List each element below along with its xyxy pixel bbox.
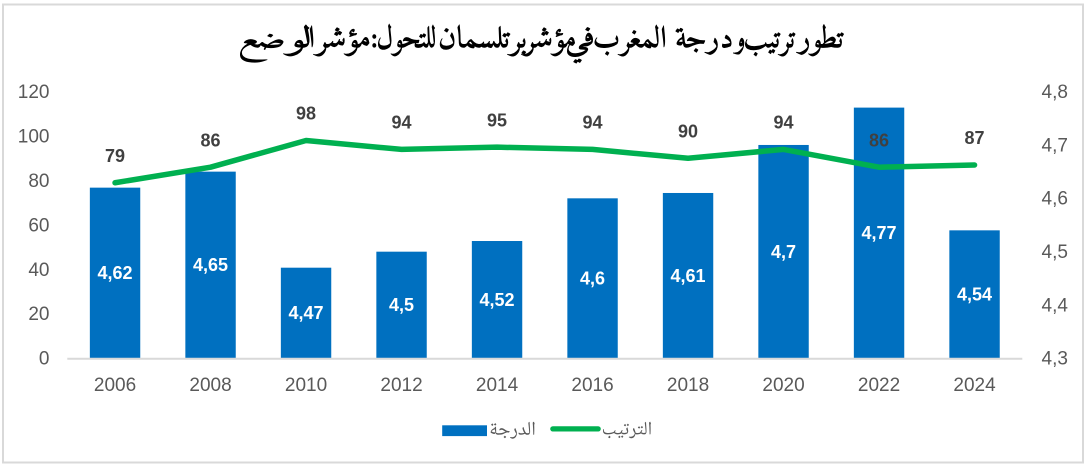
- svg-text:4,3: 4,3: [1042, 349, 1068, 370]
- svg-text:4,5: 4,5: [1042, 242, 1068, 263]
- svg-text:2022: 2022: [858, 375, 900, 396]
- svg-text:2010: 2010: [285, 375, 327, 396]
- svg-text:4,65: 4,65: [193, 255, 228, 275]
- svg-text:4,61: 4,61: [671, 266, 706, 286]
- svg-text:94: 94: [392, 113, 412, 133]
- svg-text:4,6: 4,6: [1042, 189, 1068, 210]
- svg-text:100: 100: [18, 126, 50, 147]
- svg-text:120: 120: [18, 82, 50, 103]
- svg-text:60: 60: [28, 215, 49, 236]
- svg-text:2012: 2012: [380, 375, 422, 396]
- svg-text:2008: 2008: [189, 375, 231, 396]
- svg-text:79: 79: [105, 146, 125, 166]
- svg-text:2016: 2016: [571, 375, 613, 396]
- svg-text:4,77: 4,77: [862, 223, 897, 243]
- svg-text:94: 94: [583, 113, 603, 133]
- svg-text:4,7: 4,7: [1042, 135, 1068, 156]
- svg-text:40: 40: [28, 260, 49, 281]
- svg-text:4,4: 4,4: [1042, 295, 1069, 316]
- svg-text:4,8: 4,8: [1042, 82, 1068, 103]
- svg-text:4,7: 4,7: [771, 242, 796, 262]
- svg-text:2024: 2024: [953, 375, 996, 396]
- svg-text:4,62: 4,62: [98, 263, 133, 283]
- svg-text:2018: 2018: [667, 375, 709, 396]
- svg-text:86: 86: [869, 130, 889, 150]
- svg-text:4,6: 4,6: [580, 269, 605, 289]
- svg-text:80: 80: [28, 171, 49, 192]
- svg-text:87: 87: [965, 128, 985, 148]
- svg-text:94: 94: [774, 113, 794, 133]
- svg-text:95: 95: [487, 110, 507, 130]
- svg-text:90: 90: [678, 122, 698, 142]
- svg-text:2014: 2014: [476, 375, 519, 396]
- svg-text:4,54: 4,54: [957, 285, 992, 305]
- svg-text:0: 0: [39, 349, 50, 370]
- svg-text:86: 86: [201, 130, 221, 150]
- svg-text:2006: 2006: [94, 375, 136, 396]
- svg-text:20: 20: [28, 304, 49, 325]
- svg-text:98: 98: [296, 104, 316, 124]
- svg-text:4,5: 4,5: [389, 295, 414, 315]
- svg-text:4,52: 4,52: [480, 290, 515, 310]
- svg-text:2020: 2020: [762, 375, 804, 396]
- svg-text:4,47: 4,47: [289, 303, 324, 323]
